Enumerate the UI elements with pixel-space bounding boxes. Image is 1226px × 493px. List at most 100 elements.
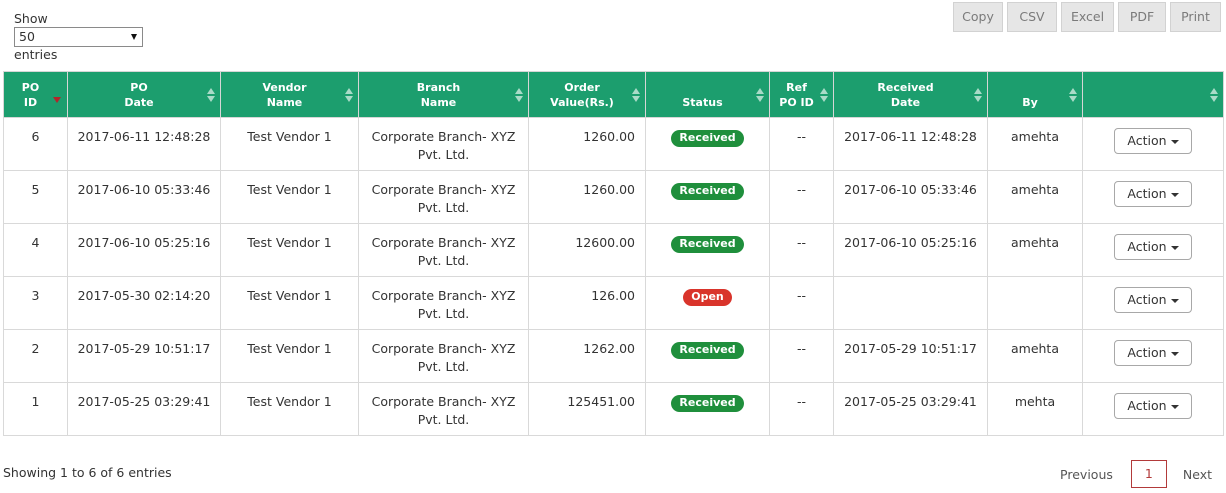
column-header-line2: Name — [420, 96, 457, 109]
status-cell: Received — [645, 382, 770, 436]
sort-icon — [756, 88, 764, 102]
sort-down-arrow-icon — [1069, 96, 1077, 102]
page-1-button[interactable]: 1 — [1130, 460, 1167, 488]
po-id-cell: 5 — [3, 170, 68, 224]
column-header-line2: Date — [124, 96, 154, 109]
length-label-show: Show — [14, 11, 48, 26]
csv-button[interactable]: CSV — [1007, 2, 1057, 32]
branch-name-line1: Corporate Branch- XYZ — [371, 182, 516, 197]
column-header-line2: By — [1022, 96, 1038, 109]
column-header-by[interactable]: By — [987, 71, 1083, 118]
po-id-cell: 2 — [3, 329, 68, 383]
ref-po-id-cell: -- — [769, 276, 834, 330]
branch-name-line2: Pvt. Ltd. — [417, 412, 470, 427]
table-row: 2 2017-05-29 10:51:17 Test Vendor 1 Corpora… — [3, 329, 1224, 383]
received-by-cell: amehta — [987, 117, 1083, 171]
action-dropdown-button[interactable]: Action — [1114, 393, 1192, 419]
entries-select[interactable]: 50 — [14, 27, 143, 47]
sort-up-arrow-icon — [974, 88, 982, 94]
po-id-cell: 1 — [3, 382, 68, 436]
po-date-cell: 2017-05-29 10:51:17 — [67, 329, 221, 383]
order-value-cell: 1260.00 — [528, 170, 646, 224]
length-label-entries: entries — [14, 47, 58, 62]
vendor-name-cell: Test Vendor 1 — [220, 223, 359, 277]
column-header-actions[interactable] — [1082, 71, 1224, 118]
received-date-cell: 2017-05-25 03:29:41 — [833, 382, 988, 436]
column-header-line1: PO — [130, 81, 148, 94]
po-id-cell: 3 — [3, 276, 68, 330]
branch-name-cell: Corporate Branch- XYZ Pvt. Ltd. — [358, 382, 529, 436]
column-header-po-date[interactable]: PO Date — [67, 71, 221, 118]
status-badge: Received — [671, 395, 744, 412]
caret-down-icon — [1170, 298, 1179, 303]
excel-button[interactable]: Excel — [1061, 2, 1114, 32]
sort-down-arrow-icon — [207, 96, 215, 102]
branch-name-line2: Pvt. Ltd. — [417, 200, 470, 215]
action-button-label: Action — [1127, 398, 1167, 413]
branch-name-cell: Corporate Branch- XYZ Pvt. Ltd. — [358, 329, 529, 383]
column-header-vendor-name[interactable]: Vendor Name — [220, 71, 359, 118]
action-dropdown-button[interactable]: Action — [1114, 287, 1192, 313]
copy-button[interactable]: Copy — [953, 2, 1003, 32]
branch-name-cell: Corporate Branch- XYZ Pvt. Ltd. — [358, 117, 529, 171]
column-header-line1: Order — [564, 81, 600, 94]
sort-icon — [515, 88, 523, 102]
vendor-name-cell: Test Vendor 1 — [220, 117, 359, 171]
branch-name-cell: Corporate Branch- XYZ Pvt. Ltd. — [358, 223, 529, 277]
branch-name-line2: Pvt. Ltd. — [417, 147, 470, 162]
column-header-line1: Ref — [786, 81, 807, 94]
action-button-label: Action — [1127, 345, 1167, 360]
action-dropdown-button[interactable]: Action — [1114, 340, 1192, 366]
entries-select-value: 50 — [19, 29, 35, 44]
branch-name-line2: Pvt. Ltd. — [417, 253, 470, 268]
sort-desc-icon — [53, 97, 61, 103]
status-cell: Received — [645, 329, 770, 383]
column-header-order-value[interactable]: Order Value(Rs.) — [528, 71, 646, 118]
sort-icon — [1069, 88, 1077, 102]
action-dropdown-button[interactable]: Action — [1114, 128, 1192, 154]
ref-po-id-cell: -- — [769, 117, 834, 171]
action-button-label: Action — [1127, 133, 1167, 148]
status-cell: Received — [645, 223, 770, 277]
column-header-line2: PO ID — [779, 96, 814, 109]
branch-name-line2: Pvt. Ltd. — [417, 359, 470, 374]
column-header-status[interactable]: Status — [645, 71, 770, 118]
table-row: 4 2017-06-10 05:25:16 Test Vendor 1 Corpora… — [3, 223, 1224, 277]
length-menu: Show 50 entries — [14, 11, 143, 62]
sort-down-arrow-icon — [974, 96, 982, 102]
column-header-branch-name[interactable]: Branch Name — [358, 71, 529, 118]
sort-down-arrow-icon — [1210, 96, 1218, 102]
received-date-cell: 2017-06-11 12:48:28 — [833, 117, 988, 171]
column-header-po-id[interactable]: PO ID — [3, 71, 68, 118]
vendor-name-cell: Test Vendor 1 — [220, 276, 359, 330]
action-dropdown-button[interactable]: Action — [1114, 234, 1192, 260]
action-button-label: Action — [1127, 292, 1167, 307]
caret-down-icon — [1170, 245, 1179, 250]
pdf-button[interactable]: PDF — [1118, 2, 1166, 32]
branch-name-line1: Corporate Branch- XYZ — [371, 129, 516, 144]
action-cell: Action — [1082, 170, 1224, 224]
caret-down-icon — [1170, 192, 1179, 197]
previous-page-link[interactable]: Previous — [1060, 466, 1113, 482]
received-date-cell: 2017-05-29 10:51:17 — [833, 329, 988, 383]
column-header-received-date[interactable]: Received Date — [833, 71, 988, 118]
sort-up-arrow-icon — [345, 88, 353, 94]
status-cell: Received — [645, 170, 770, 224]
received-by-cell: amehta — [987, 329, 1083, 383]
sort-icon — [207, 88, 215, 102]
sort-up-arrow-icon — [820, 88, 828, 94]
column-header-line1: PO — [21, 81, 40, 94]
print-button[interactable]: Print — [1170, 2, 1221, 32]
action-dropdown-button[interactable]: Action — [1114, 181, 1192, 207]
received-by-cell: amehta — [987, 223, 1083, 277]
received-date-cell — [833, 276, 988, 330]
sort-icon — [345, 88, 353, 102]
column-header-line1: Branch — [416, 81, 461, 94]
column-header-line2: Name — [266, 96, 303, 109]
branch-name-cell: Corporate Branch- XYZ Pvt. Ltd. — [358, 170, 529, 224]
sort-icon — [974, 88, 982, 102]
column-header-line1: Vendor — [262, 81, 307, 94]
next-page-link[interactable]: Next — [1182, 466, 1212, 482]
po-id-cell: 6 — [3, 117, 68, 171]
column-header-ref-po-id[interactable]: Ref PO ID — [769, 71, 834, 118]
